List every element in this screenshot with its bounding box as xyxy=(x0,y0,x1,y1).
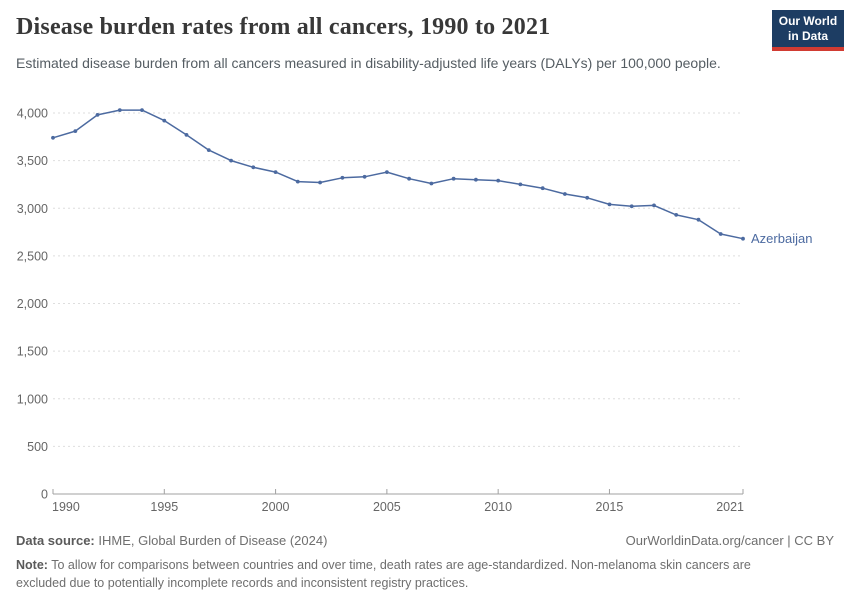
data-point[interactable] xyxy=(652,203,656,208)
data-point[interactable] xyxy=(607,202,612,207)
data-point[interactable] xyxy=(518,182,523,187)
data-point[interactable] xyxy=(451,176,456,181)
x-tick-label: 2021 xyxy=(716,500,744,514)
y-tick-label: 3,000 xyxy=(17,202,48,216)
chart-note: Note: To allow for comparisons between c… xyxy=(16,556,788,592)
note-value: To allow for comparisons between countri… xyxy=(16,558,751,591)
data-point[interactable] xyxy=(385,170,389,175)
data-point[interactable] xyxy=(162,118,167,123)
data-point[interactable] xyxy=(251,165,256,170)
data-point[interactable] xyxy=(718,232,723,236)
data-source-text: Data source: IHME, Global Burden of Dise… xyxy=(16,533,327,548)
data-point[interactable] xyxy=(696,217,701,222)
data-point[interactable] xyxy=(407,176,411,181)
data-point[interactable] xyxy=(563,192,567,196)
note-label: Note: xyxy=(16,558,48,572)
data-point[interactable] xyxy=(674,213,679,217)
data-point[interactable] xyxy=(362,174,367,179)
data-point[interactable] xyxy=(540,186,545,191)
owid-logo-line2: in Data xyxy=(787,28,828,43)
x-tick-label: 1995 xyxy=(150,500,178,514)
data-point[interactable] xyxy=(73,129,78,134)
y-tick-label: 0 xyxy=(41,488,48,502)
data-point[interactable] xyxy=(95,113,100,117)
chart-footer: Data source: IHME, Global Burden of Dise… xyxy=(16,533,834,548)
data-source-label: Data source: xyxy=(16,533,95,548)
y-tick-label: 1,500 xyxy=(17,345,48,359)
data-point[interactable] xyxy=(340,175,345,180)
data-point[interactable] xyxy=(629,204,634,209)
page-title: Disease burden rates from all cancers, 1… xyxy=(16,14,551,40)
data-point[interactable] xyxy=(585,195,590,200)
y-tick-label: 2,000 xyxy=(17,297,48,311)
data-point[interactable] xyxy=(51,135,55,140)
x-tick-label: 1990 xyxy=(52,500,80,514)
data-point[interactable] xyxy=(429,181,434,186)
y-tick-label: 2,500 xyxy=(17,249,48,263)
owid-logo-line1: Our World xyxy=(778,13,838,28)
data-source-value: IHME, Global Burden of Disease (2024) xyxy=(94,533,328,548)
y-tick-label: 1,000 xyxy=(17,392,48,406)
x-tick-label: 2000 xyxy=(262,500,290,514)
license-link[interactable]: OurWorldinData.org/cancer | CC BY xyxy=(625,533,834,548)
y-tick-label: 3,500 xyxy=(17,154,48,168)
data-point[interactable] xyxy=(741,236,745,241)
data-point[interactable] xyxy=(206,148,211,153)
data-line[interactable] xyxy=(52,109,744,240)
y-tick-label: 4,000 xyxy=(17,107,48,121)
x-tick-label: 2005 xyxy=(373,500,401,514)
data-point[interactable] xyxy=(184,133,189,137)
x-tick-label: 2010 xyxy=(484,500,512,514)
y-tick-label: 500 xyxy=(27,440,48,454)
data-point[interactable] xyxy=(318,180,322,185)
data-point[interactable] xyxy=(496,178,501,183)
data-point[interactable] xyxy=(273,170,278,175)
series-end-label[interactable]: Azerbaijan xyxy=(751,231,812,246)
data-point[interactable] xyxy=(117,108,122,112)
data-point[interactable] xyxy=(140,108,144,112)
data-point[interactable] xyxy=(229,158,234,163)
data-point[interactable] xyxy=(474,177,478,182)
x-tick-label: 2015 xyxy=(596,500,624,514)
data-point[interactable] xyxy=(295,179,300,184)
chart-subtitle: Estimated disease burden from all cancer… xyxy=(16,55,721,71)
owid-logo[interactable]: Our World in Data xyxy=(772,10,844,51)
